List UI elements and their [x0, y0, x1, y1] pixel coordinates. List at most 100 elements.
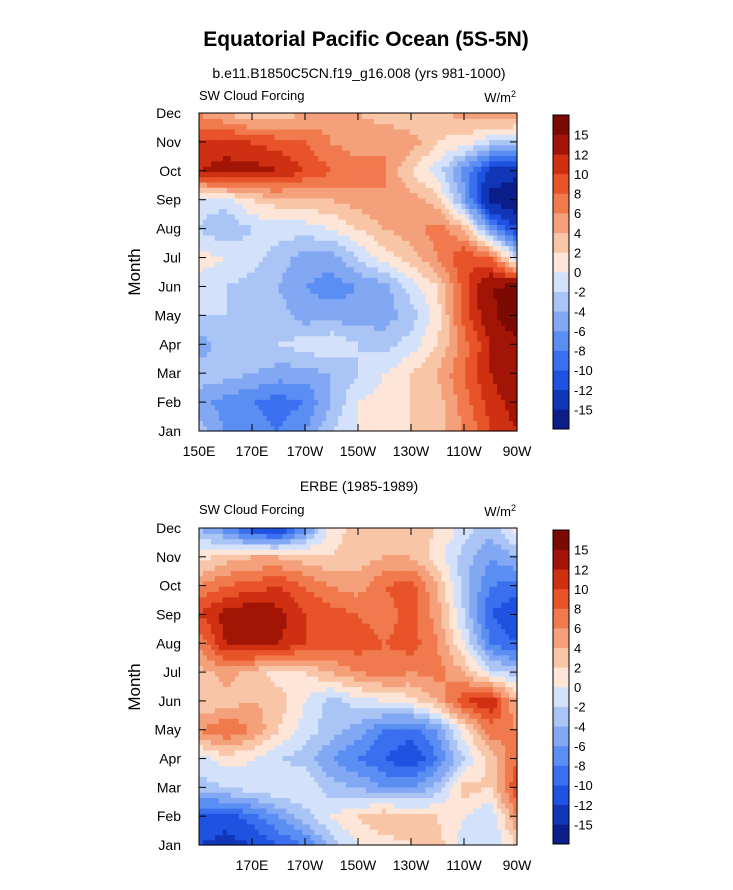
- heatmap-cell: [246, 335, 252, 342]
- heatmap-cell: [222, 298, 228, 305]
- heatmap-cell: [326, 362, 331, 368]
- heatmap-cell: [266, 335, 272, 342]
- heatmap-cell: [294, 277, 299, 284]
- heatmap-cell: [202, 219, 208, 225]
- heatmap-cell: [513, 367, 518, 374]
- heatmap-cell: [342, 425, 347, 432]
- heatmap-cell: [393, 277, 399, 284]
- heatmap-cell: [461, 388, 466, 395]
- heatmap-cell: [421, 118, 427, 125]
- heatmap-cell: [421, 176, 427, 183]
- heatmap-cell: [493, 166, 498, 172]
- heatmap-cell: [302, 234, 307, 241]
- heatmap-cell: [234, 303, 240, 310]
- heatmap-cell: [449, 277, 455, 284]
- heatmap-cell: [222, 197, 228, 204]
- heatmap-field: [199, 528, 518, 846]
- heatmap-cell: [278, 150, 284, 156]
- heatmap-cell: [342, 139, 347, 146]
- heatmap-cell: [465, 356, 470, 363]
- heatmap-cell: [445, 155, 451, 162]
- heatmap-cell: [306, 123, 311, 130]
- heatmap-cell: [397, 118, 403, 125]
- heatmap-cell: [202, 277, 208, 284]
- heatmap-cell: [286, 266, 292, 273]
- heatmap-cell: [389, 409, 395, 416]
- heatmap-cell: [350, 399, 355, 406]
- heatmap-cell: [254, 234, 260, 241]
- heatmap-cell: [465, 128, 470, 135]
- heatmap-cell: [278, 229, 284, 236]
- heatmap-cell: [322, 245, 327, 252]
- heatmap-cell: [322, 272, 327, 278]
- heatmap-cell: [473, 415, 478, 421]
- heatmap-cell: [298, 282, 303, 289]
- heatmap-cell: [270, 118, 276, 125]
- heatmap-cell: [238, 330, 244, 337]
- heatmap-cell: [425, 409, 431, 416]
- heatmap-cell: [290, 192, 296, 199]
- heatmap-cell: [445, 234, 451, 241]
- heatmap-cell: [453, 144, 458, 151]
- heatmap-cell: [334, 340, 339, 347]
- heatmap-cell: [318, 356, 323, 363]
- heatmap-cell: [489, 113, 494, 119]
- heatmap-cell: [465, 388, 470, 395]
- heatmap-cell: [314, 409, 319, 416]
- heatmap-cell: [501, 224, 506, 231]
- heatmap-cell: [481, 208, 486, 215]
- heatmap-cell: [354, 134, 359, 141]
- heatmap-cell: [206, 197, 212, 204]
- heatmap-cell: [334, 356, 339, 363]
- heatmap-cell: [274, 203, 280, 209]
- heatmap-cell: [405, 123, 411, 130]
- heatmap-cell: [226, 150, 232, 156]
- heatmap-cell: [326, 256, 331, 262]
- heatmap-cell: [354, 415, 359, 421]
- heatmap-cell: [361, 208, 367, 215]
- heatmap-cell: [334, 181, 339, 188]
- heatmap-cell: [373, 229, 379, 236]
- heatmap-cell: [282, 839, 288, 846]
- heatmap-cell: [310, 367, 315, 374]
- heatmap-cell: [338, 346, 343, 353]
- heatmap-cell: [377, 282, 383, 289]
- heatmap-cell: [354, 208, 359, 215]
- heatmap-cell: [405, 176, 411, 183]
- heatmap-cell: [465, 176, 470, 183]
- heatmap-cell: [481, 325, 486, 331]
- heatmap-cell: [326, 171, 331, 178]
- heatmap-cell: [338, 213, 343, 220]
- heatmap-cell: [314, 351, 319, 358]
- heatmap-cell: [497, 388, 502, 395]
- heatmap-cell: [346, 346, 351, 353]
- heatmap-cell: [298, 287, 303, 294]
- heatmap-cell: [358, 240, 363, 247]
- heatmap-cell: [441, 139, 447, 146]
- heatmap-cell: [199, 277, 204, 284]
- heatmap-cell: [202, 383, 208, 390]
- heatmap-cell: [497, 250, 502, 257]
- heatmap-cell: [326, 277, 331, 284]
- heatmap-cell: [417, 118, 423, 125]
- heatmap-cell: [306, 181, 311, 188]
- heatmap-cell: [389, 330, 395, 337]
- heatmap-cell: [242, 415, 248, 421]
- heatmap-cell: [346, 155, 351, 162]
- heatmap-cell: [358, 224, 363, 231]
- heatmap-cell: [346, 388, 351, 395]
- heatmap-cell: [310, 325, 315, 331]
- heatmap-cell: [214, 197, 220, 204]
- heatmap-cell: [449, 388, 455, 395]
- heatmap-cell: [242, 834, 248, 841]
- heatmap-cell: [469, 330, 474, 337]
- heatmap-cell: [330, 372, 335, 379]
- heatmap-cell: [393, 839, 399, 846]
- heatmap-cell: [278, 144, 284, 151]
- heatmap-cell: [266, 277, 272, 284]
- heatmap-cell: [433, 266, 439, 273]
- heatmap-cell: [238, 245, 244, 252]
- heatmap-cell: [401, 367, 407, 374]
- heatmap-cell: [453, 266, 458, 273]
- heatmap-cell: [318, 287, 323, 294]
